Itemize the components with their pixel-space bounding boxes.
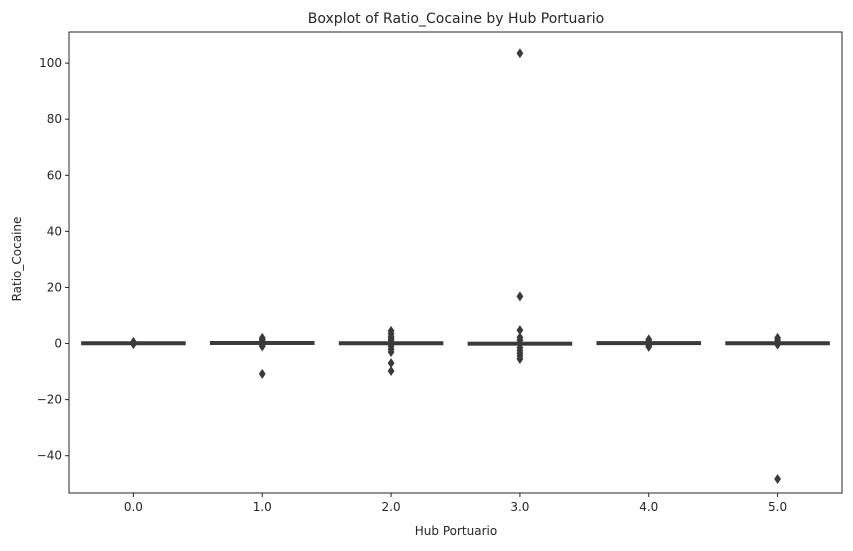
- y-tick-label: 0: [54, 337, 62, 351]
- box-group: [725, 332, 830, 484]
- x-tick-label: 1.0: [253, 500, 272, 514]
- x-tick-label: 5.0: [768, 500, 787, 514]
- x-tick-label: 2.0: [382, 500, 401, 514]
- chart-title: Boxplot of Ratio_Cocaine by Hub Portuari…: [308, 11, 604, 27]
- y-tick-label: −20: [37, 393, 62, 407]
- y-axis-label: Ratio_Cocaine: [10, 217, 24, 302]
- x-axis: 0.0 1.0 2.0 3.0 4.0 5.0: [124, 493, 787, 514]
- outlier-point: [516, 335, 524, 346]
- x-tick-label: 3.0: [510, 500, 529, 514]
- y-tick-label: 20: [47, 280, 62, 294]
- outlier-point: [774, 339, 781, 350]
- x-tick-label: 4.0: [639, 500, 658, 514]
- y-tick-label: 40: [47, 224, 62, 238]
- outlier-point: [387, 335, 395, 346]
- y-tick-label: 60: [47, 168, 62, 182]
- y-axis: −40 −20 0 20 40 60 80 100: [37, 56, 69, 463]
- y-tick-label: 80: [47, 112, 62, 126]
- outlier-point: [387, 366, 395, 377]
- outlier-point: [774, 473, 781, 484]
- box-group: [596, 334, 702, 352]
- box-group: [467, 48, 573, 364]
- outlier-point: [258, 341, 266, 352]
- plot-frame: [68, 31, 843, 494]
- outlier-point: [258, 368, 266, 379]
- outlier-point: [645, 341, 653, 352]
- y-tick-label: −40: [37, 449, 62, 463]
- outlier-point: [387, 358, 395, 369]
- box-group: [209, 332, 315, 379]
- x-axis-label: Hub Portuario: [415, 524, 497, 538]
- y-tick-label: 100: [39, 56, 62, 70]
- outlier-point: [516, 325, 524, 336]
- outlier-point: [387, 346, 395, 357]
- x-tick-label: 0.0: [124, 500, 143, 514]
- outlier-point: [516, 291, 524, 302]
- box-group: [81, 336, 186, 350]
- outlier-point: [130, 339, 137, 350]
- box-group: [338, 325, 444, 377]
- outlier-point: [516, 48, 524, 59]
- box-series: [81, 48, 830, 484]
- outlier-point: [516, 353, 524, 364]
